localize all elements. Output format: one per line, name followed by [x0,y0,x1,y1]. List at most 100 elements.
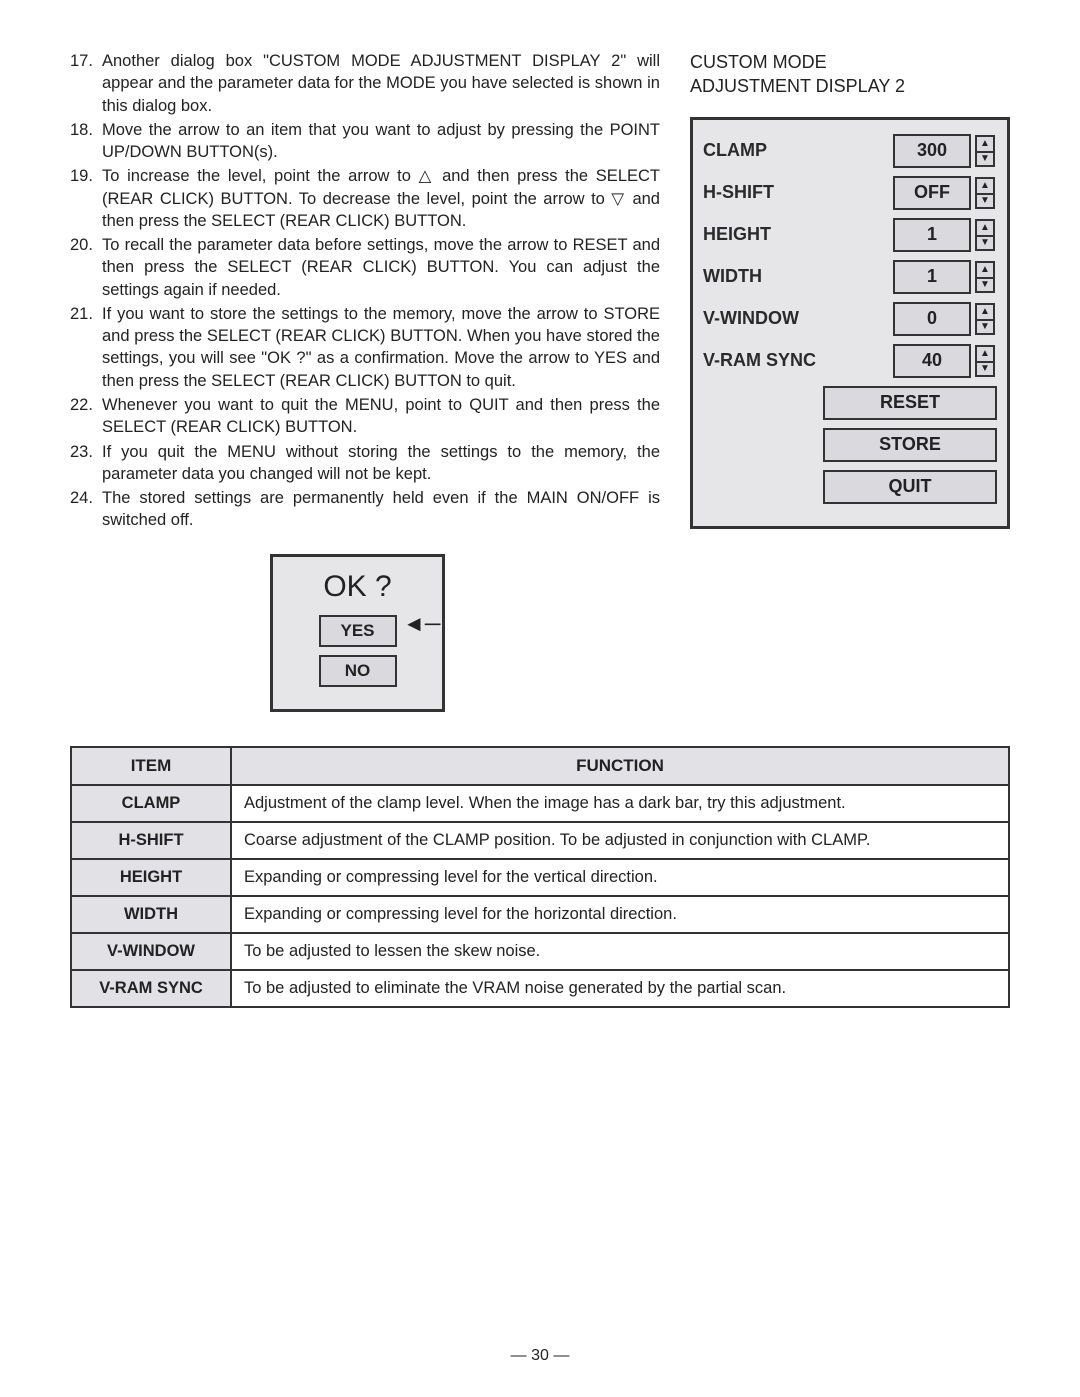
ok-confirmation-dialog: OK ? YES NO ◄─ [270,554,445,713]
table-cell-item: V-RAM SYNC [71,970,231,1007]
quit-button[interactable]: QUIT [823,470,997,504]
adjustment-label: V-WINDOW [703,308,893,329]
instruction-item: 22.Whenever you want to quit the MENU, p… [70,394,660,439]
adjustment-value: 300 [893,134,971,168]
increase-arrow-icon[interactable]: ▲ [975,135,995,151]
adjustment-value: 1 [893,260,971,294]
up-down-arrows: ▲▼ [975,345,997,377]
header-item: ITEM [71,747,231,785]
reset-button[interactable]: RESET [823,386,997,420]
adjustment-value: 1 [893,218,971,252]
table-cell-function: Expanding or compressing level for the v… [231,859,1009,896]
up-down-arrows: ▲▼ [975,303,997,335]
adjustment-row: H-SHIFTOFF▲▼ [703,176,997,210]
table-row: V-WINDOWTo be adjusted to lessen the ske… [71,933,1009,970]
instruction-number: 22. [70,394,102,439]
table-cell-item: WIDTH [71,896,231,933]
adjustment-value: 0 [893,302,971,336]
increase-arrow-icon[interactable]: ▲ [975,177,995,193]
table-row: CLAMPAdjustment of the clamp level. When… [71,785,1009,822]
table-row: H-SHIFTCoarse adjustment of the CLAMP po… [71,822,1009,859]
instruction-text: If you quit the MENU without storing the… [102,441,660,486]
adjustment-row: V-WINDOW0▲▼ [703,302,997,336]
decrease-arrow-icon[interactable]: ▼ [975,361,995,377]
panel-title: CUSTOM MODE ADJUSTMENT DISPLAY 2 [690,50,1010,99]
instruction-text: To recall the parameter data before sett… [102,234,660,301]
up-down-arrows: ▲▼ [975,219,997,251]
instruction-text: To increase the level, point the arrow t… [102,165,660,232]
page-number: — 30 — [0,1347,1080,1365]
table-cell-function: Adjustment of the clamp level. When the … [231,785,1009,822]
store-button[interactable]: STORE [823,428,997,462]
decrease-arrow-icon[interactable]: ▼ [975,319,995,335]
selection-arrow-icon: ◄─ [403,609,440,639]
instruction-number: 19. [70,165,102,232]
up-down-arrows: ▲▼ [975,261,997,293]
table-cell-function: To be adjusted to lessen the skew noise. [231,933,1009,970]
table-row: HEIGHTExpanding or compressing level for… [71,859,1009,896]
panel-action-buttons: RESET STORE QUIT [703,386,997,504]
panel-title-line1: CUSTOM MODE [690,52,827,72]
table-cell-function: Coarse adjustment of the CLAMP position.… [231,822,1009,859]
adjustment-value: 40 [893,344,971,378]
adjustment-label: V-RAM SYNC [703,350,893,371]
instruction-item: 24.The stored settings are permanently h… [70,487,660,532]
instruction-number: 21. [70,303,102,392]
instruction-number: 23. [70,441,102,486]
instruction-number: 24. [70,487,102,532]
adjustment-label: HEIGHT [703,224,893,245]
increase-arrow-icon[interactable]: ▲ [975,345,995,361]
adjustment-label: CLAMP [703,140,893,161]
instruction-number: 18. [70,119,102,164]
table-row: WIDTHExpanding or compressing level for … [71,896,1009,933]
decrease-arrow-icon[interactable]: ▼ [975,193,995,209]
yes-button[interactable]: YES [319,615,397,647]
instruction-item: 19.To increase the level, point the arro… [70,165,660,232]
instructions-column: 17.Another dialog box "CUSTOM MODE ADJUS… [70,50,660,712]
function-table: ITEM FUNCTION CLAMPAdjustment of the cla… [70,746,1010,1008]
adjustment-column: CUSTOM MODE ADJUSTMENT DISPLAY 2 CLAMP30… [690,50,1010,712]
instruction-text: Move the arrow to an item that you want … [102,119,660,164]
instruction-number: 17. [70,50,102,117]
table-cell-item: V-WINDOW [71,933,231,970]
adjustment-row: HEIGHT1▲▼ [703,218,997,252]
instruction-item: 17.Another dialog box "CUSTOM MODE ADJUS… [70,50,660,117]
ok-dialog-title: OK ? [297,567,418,608]
instruction-text: Another dialog box "CUSTOM MODE ADJUSTME… [102,50,660,117]
increase-arrow-icon[interactable]: ▲ [975,261,995,277]
instruction-number: 20. [70,234,102,301]
panel-title-line2: ADJUSTMENT DISPLAY 2 [690,76,905,96]
no-button[interactable]: NO [319,655,397,687]
instruction-item: 21.If you want to store the settings to … [70,303,660,392]
instruction-text: Whenever you want to quit the MENU, poin… [102,394,660,439]
table-header-row: ITEM FUNCTION [71,747,1009,785]
instruction-item: 20.To recall the parameter data before s… [70,234,660,301]
up-down-arrows: ▲▼ [975,177,997,209]
decrease-arrow-icon[interactable]: ▼ [975,151,995,167]
table-row: V-RAM SYNCTo be adjusted to eliminate th… [71,970,1009,1007]
adjustment-value: OFF [893,176,971,210]
table-cell-function: To be adjusted to eliminate the VRAM noi… [231,970,1009,1007]
instruction-item: 18.Move the arrow to an item that you wa… [70,119,660,164]
table-cell-function: Expanding or compressing level for the h… [231,896,1009,933]
increase-arrow-icon[interactable]: ▲ [975,219,995,235]
instruction-item: 23.If you quit the MENU without storing … [70,441,660,486]
decrease-arrow-icon[interactable]: ▼ [975,235,995,251]
adjustment-row: CLAMP300▲▼ [703,134,997,168]
adjustment-row: WIDTH1▲▼ [703,260,997,294]
top-section: 17.Another dialog box "CUSTOM MODE ADJUS… [70,50,1010,712]
adjustment-row: V-RAM SYNC40▲▼ [703,344,997,378]
up-down-arrows: ▲▼ [975,135,997,167]
instruction-text: If you want to store the settings to the… [102,303,660,392]
table-cell-item: HEIGHT [71,859,231,896]
instruction-text: The stored settings are permanently held… [102,487,660,532]
adjustment-label: H-SHIFT [703,182,893,203]
header-function: FUNCTION [231,747,1009,785]
adjustment-display-panel: CLAMP300▲▼H-SHIFTOFF▲▼HEIGHT1▲▼WIDTH1▲▼V… [690,117,1010,529]
decrease-arrow-icon[interactable]: ▼ [975,277,995,293]
table-cell-item: CLAMP [71,785,231,822]
increase-arrow-icon[interactable]: ▲ [975,303,995,319]
adjustment-label: WIDTH [703,266,893,287]
table-cell-item: H-SHIFT [71,822,231,859]
instructions-list: 17.Another dialog box "CUSTOM MODE ADJUS… [70,50,660,532]
